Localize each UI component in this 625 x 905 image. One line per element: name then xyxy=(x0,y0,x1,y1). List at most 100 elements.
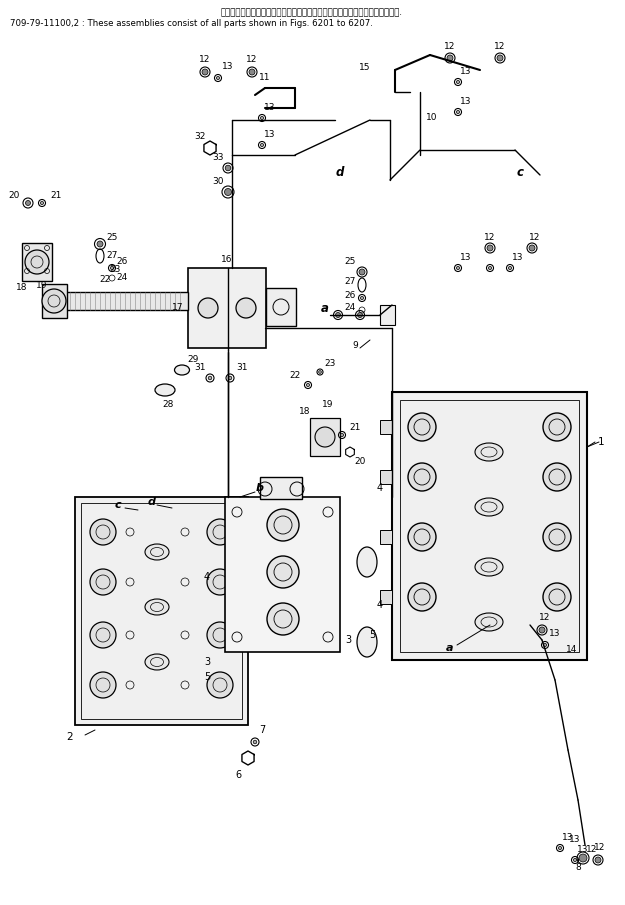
Ellipse shape xyxy=(357,627,377,657)
Text: 18: 18 xyxy=(299,407,311,416)
Circle shape xyxy=(341,433,344,436)
Text: 1: 1 xyxy=(598,437,604,447)
Text: 25: 25 xyxy=(106,233,118,243)
Circle shape xyxy=(558,846,562,850)
Text: 30: 30 xyxy=(213,177,224,186)
Text: 22: 22 xyxy=(289,371,301,380)
Text: 20: 20 xyxy=(354,458,366,466)
Ellipse shape xyxy=(475,558,503,576)
Circle shape xyxy=(267,556,299,588)
Circle shape xyxy=(357,312,362,318)
Ellipse shape xyxy=(475,443,503,461)
Text: d: d xyxy=(336,166,344,178)
Text: d: d xyxy=(148,497,156,507)
Bar xyxy=(266,288,296,326)
Circle shape xyxy=(408,523,436,551)
Text: 11: 11 xyxy=(259,73,271,82)
Text: 12: 12 xyxy=(539,614,551,623)
Text: 5: 5 xyxy=(204,672,210,682)
Text: 27: 27 xyxy=(106,251,118,260)
Circle shape xyxy=(573,859,577,862)
Circle shape xyxy=(236,298,256,318)
Text: 16: 16 xyxy=(221,255,232,264)
Text: 15: 15 xyxy=(359,63,371,72)
Text: 14: 14 xyxy=(566,645,578,654)
Text: 13: 13 xyxy=(460,98,472,107)
Text: 27: 27 xyxy=(344,278,356,287)
Bar xyxy=(22,243,52,281)
Bar xyxy=(75,497,248,725)
Ellipse shape xyxy=(475,498,503,516)
Circle shape xyxy=(111,266,114,270)
Text: 26: 26 xyxy=(116,258,128,266)
Circle shape xyxy=(456,81,459,83)
Bar xyxy=(400,400,579,652)
Text: 13: 13 xyxy=(460,253,472,262)
Circle shape xyxy=(261,117,264,119)
Text: 709-79-11100,2 : These assemblies consist of all parts shown in Figs. 6201 to 62: 709-79-11100,2 : These assemblies consis… xyxy=(10,19,373,28)
Circle shape xyxy=(447,55,453,61)
Text: 13: 13 xyxy=(222,62,234,71)
Text: 13: 13 xyxy=(569,835,581,844)
Text: 32: 32 xyxy=(194,132,206,141)
Circle shape xyxy=(26,201,31,205)
Circle shape xyxy=(90,519,116,545)
Text: 24: 24 xyxy=(344,303,356,312)
Bar xyxy=(380,470,392,484)
Ellipse shape xyxy=(145,654,169,670)
Text: 4: 4 xyxy=(377,600,383,610)
Text: 28: 28 xyxy=(162,401,174,409)
Bar xyxy=(188,268,266,348)
Text: 31: 31 xyxy=(194,364,206,373)
Text: 33: 33 xyxy=(213,154,224,163)
Circle shape xyxy=(90,622,116,648)
Text: 12: 12 xyxy=(246,55,258,64)
Text: 26: 26 xyxy=(344,291,356,300)
Text: 12: 12 xyxy=(494,43,506,52)
Circle shape xyxy=(529,245,535,251)
Bar xyxy=(260,477,302,499)
Text: 25: 25 xyxy=(344,258,356,266)
Text: 12: 12 xyxy=(529,233,541,242)
Bar xyxy=(380,420,392,434)
Circle shape xyxy=(336,312,341,318)
Text: 8: 8 xyxy=(575,863,581,872)
Circle shape xyxy=(90,569,116,595)
Circle shape xyxy=(456,110,459,113)
Text: 6: 6 xyxy=(235,770,241,780)
Text: a: a xyxy=(446,643,454,653)
Ellipse shape xyxy=(145,544,169,560)
Circle shape xyxy=(456,266,459,270)
Text: 13: 13 xyxy=(264,103,276,112)
Text: 17: 17 xyxy=(173,303,184,312)
Text: 13: 13 xyxy=(562,834,574,843)
Circle shape xyxy=(267,509,299,541)
Bar xyxy=(225,497,340,652)
Circle shape xyxy=(408,413,436,441)
Text: 12: 12 xyxy=(586,845,598,854)
Circle shape xyxy=(253,740,257,744)
Circle shape xyxy=(543,523,571,551)
Circle shape xyxy=(579,854,587,862)
Text: 29: 29 xyxy=(188,356,199,365)
Ellipse shape xyxy=(357,547,377,577)
Text: 13: 13 xyxy=(264,130,276,139)
Bar xyxy=(380,590,392,604)
Circle shape xyxy=(198,298,218,318)
Bar xyxy=(42,284,67,318)
Text: 18: 18 xyxy=(16,283,28,292)
Circle shape xyxy=(208,376,212,380)
Text: 23: 23 xyxy=(109,265,121,274)
Text: 31: 31 xyxy=(236,364,248,373)
Circle shape xyxy=(207,569,233,595)
Circle shape xyxy=(267,603,299,635)
Circle shape xyxy=(41,202,44,205)
Circle shape xyxy=(207,622,233,648)
Circle shape xyxy=(90,672,116,698)
Circle shape xyxy=(319,371,321,374)
Circle shape xyxy=(261,143,264,147)
Text: 19: 19 xyxy=(322,401,334,409)
Circle shape xyxy=(543,583,571,611)
Circle shape xyxy=(97,241,103,247)
Text: 4: 4 xyxy=(377,483,383,493)
